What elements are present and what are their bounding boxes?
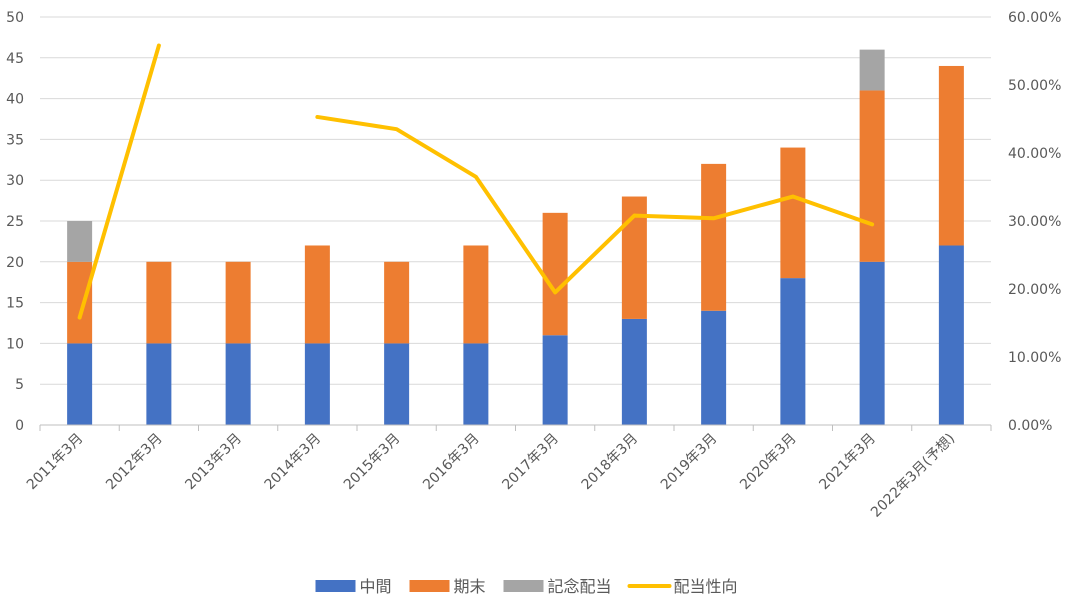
y-left-tick-label: 0 [15,418,24,434]
bar-segment [780,147,806,279]
legend-label: 中間 [360,577,392,596]
y-left-tick-label: 35 [6,132,24,148]
bar-segment [146,261,172,344]
bar-segment [67,261,93,344]
x-category-label: 2021年3月 [816,431,879,494]
y-right-tick-label: 40.00% [1008,146,1061,162]
legend-label: 配当性向 [674,577,738,596]
y-right-tick-label: 20.00% [1008,282,1061,298]
x-category-label: 2011年3月 [24,431,87,494]
bar-segment [701,310,727,425]
bar-segment [542,335,568,425]
bar-segment [67,221,93,262]
bar-segment [463,245,489,344]
bar-segment [463,343,489,425]
y-right-tick-label: 60.00% [1008,10,1061,26]
y-left-tick-label: 20 [6,255,24,271]
y-left-tick-label: 10 [6,336,24,352]
y-right-tick-label: 30.00% [1008,214,1061,230]
y-left-tick-label: 45 [6,51,24,67]
bar-segment [225,261,251,344]
bar-segment [859,49,885,91]
gridlines [40,16,991,385]
legend-swatch [503,580,544,592]
y-left-tick-label: 5 [15,377,24,393]
legend-swatch [409,580,450,592]
bar-segment [384,343,410,425]
payout-ratio-line [77,43,161,320]
bar-segment [542,212,568,336]
y-right-tick-label: 0.00% [1008,418,1052,434]
x-category-label: 2020年3月 [737,431,800,494]
legend-label: 記念配当 [548,577,612,596]
bar-segment [938,245,964,425]
x-category-label: 2018年3月 [579,431,642,494]
bar-segment [859,261,885,425]
bar-segment [859,90,885,262]
bar-segment [67,343,93,425]
bar-segment [701,163,727,311]
x-category-label: 2012年3月 [103,431,166,494]
bar-segment [225,343,251,425]
bar-segment [621,318,647,425]
x-category-label: 2014年3月 [262,431,325,494]
y-right-tick-label: 50.00% [1008,78,1061,94]
x-category-label: 2013年3月 [182,431,245,494]
payout-ratio-line [315,114,875,295]
bar-segment [780,278,806,425]
line-series [77,43,875,320]
y-right-tick-label: 10.00% [1008,350,1061,366]
y-left-tick-label: 30 [6,173,24,189]
bar-segment [304,245,330,344]
legend: 中間 期末 記念配当 配当性向 [315,577,738,596]
legend-swatch [315,580,356,592]
y-left-tick-label: 40 [6,92,24,108]
bar-segment [938,65,964,246]
bar-segment [146,343,172,425]
x-category-label: 2017年3月 [499,431,562,494]
x-category-label: 2022年3月(予想) [868,431,958,521]
x-category-label: 2015年3月 [341,431,404,494]
y-left-tick-label: 25 [6,214,24,230]
legend-label: 期末 [454,577,486,596]
x-category-label: 2019年3月 [658,431,721,494]
bar-segment [304,343,330,425]
x-category-label: 2016年3月 [420,431,483,494]
bar-segment [384,261,410,344]
y-left-tick-label: 50 [6,10,24,26]
y-left-tick-label: 15 [6,296,24,312]
